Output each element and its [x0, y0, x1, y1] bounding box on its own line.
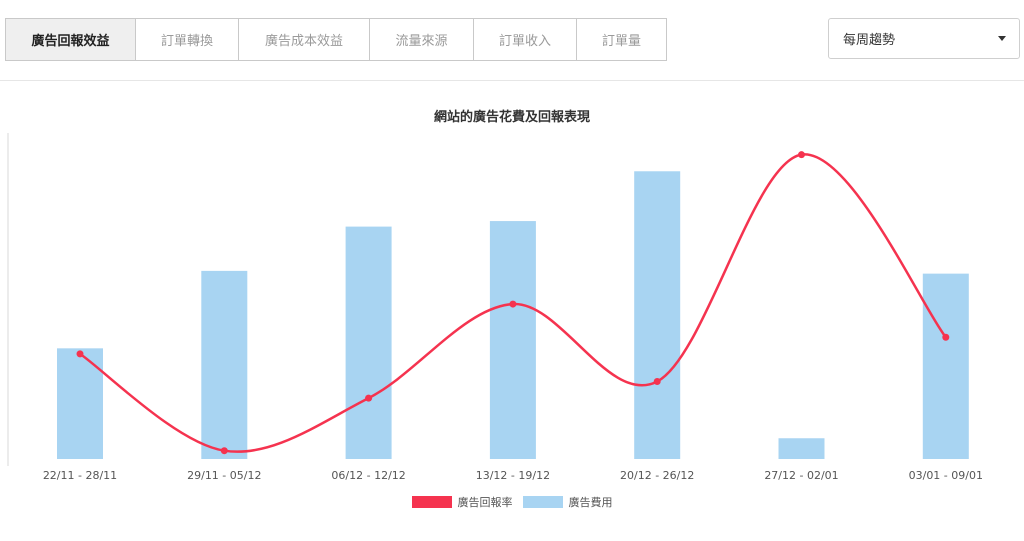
- x-tick-label: 22/11 - 28/11: [43, 469, 117, 482]
- x-axis-labels: 22/11 - 28/11 29/11 - 05/12 06/12 - 12/12 1…: [43, 469, 983, 482]
- tab-order-volume[interactable]: 訂單量: [577, 18, 667, 61]
- tab-bar: 廣告回報效益 訂單轉換 廣告成本效益 流量來源 訂單收入 訂單量: [5, 18, 667, 61]
- line-point-1[interactable]: [76, 350, 84, 358]
- tab-traffic-source[interactable]: 流量來源: [370, 18, 474, 61]
- line-point-5[interactable]: [653, 378, 661, 386]
- line-point-4[interactable]: [509, 300, 517, 308]
- bar-3[interactable]: [345, 226, 392, 459]
- legend-item-ad-cost[interactable]: 廣告費用: [522, 494, 613, 510]
- period-select[interactable]: 每周趨勢: [828, 18, 1020, 59]
- x-tick-label: 27/12 - 02/01: [764, 469, 838, 482]
- x-tick-label: 13/12 - 19/12: [476, 469, 550, 482]
- line-point-3[interactable]: [365, 394, 373, 402]
- x-tick-label: 03/01 - 09/01: [909, 469, 983, 482]
- line-point-7[interactable]: [942, 333, 950, 341]
- tab-ad-cost-efficiency[interactable]: 廣告成本效益: [239, 18, 370, 61]
- line-points: [76, 151, 950, 455]
- top-toolbar: 廣告回報效益 訂單轉換 廣告成本效益 流量來源 訂單收入 訂單量 每周趨勢: [0, 0, 1024, 81]
- bar-7[interactable]: [922, 273, 969, 459]
- tab-ad-return[interactable]: 廣告回報效益: [5, 18, 136, 61]
- legend-item-return-rate[interactable]: 廣告回報率: [411, 494, 513, 510]
- bar-2[interactable]: [201, 270, 248, 459]
- legend-swatch-ad-cost: [522, 496, 563, 508]
- tab-order-conversion[interactable]: 訂單轉換: [136, 18, 239, 61]
- chart-title: 網站的廣告花費及回報表現: [433, 110, 590, 125]
- x-tick-label: 20/12 - 26/12: [620, 469, 694, 482]
- legend-label-ad-cost: 廣告費用: [568, 496, 613, 509]
- legend-swatch-return-rate: [411, 496, 452, 508]
- x-tick-label: 29/11 - 05/12: [187, 469, 261, 482]
- line-point-6[interactable]: [798, 151, 805, 159]
- legend: 廣告回報率 廣告費用: [0, 494, 1024, 510]
- x-tick-label: 06/12 - 12/12: [331, 469, 405, 482]
- legend-label-return-rate: 廣告回報率: [457, 496, 513, 509]
- tab-order-revenue[interactable]: 訂單收入: [474, 18, 577, 61]
- bar-4[interactable]: [489, 221, 536, 459]
- bar-series: [57, 171, 969, 459]
- line-point-2[interactable]: [220, 447, 228, 455]
- chevron-down-icon: [998, 36, 1006, 41]
- bar-6[interactable]: [778, 438, 825, 459]
- bar-5[interactable]: [634, 171, 681, 459]
- period-select-value: 每周趨勢: [843, 33, 896, 48]
